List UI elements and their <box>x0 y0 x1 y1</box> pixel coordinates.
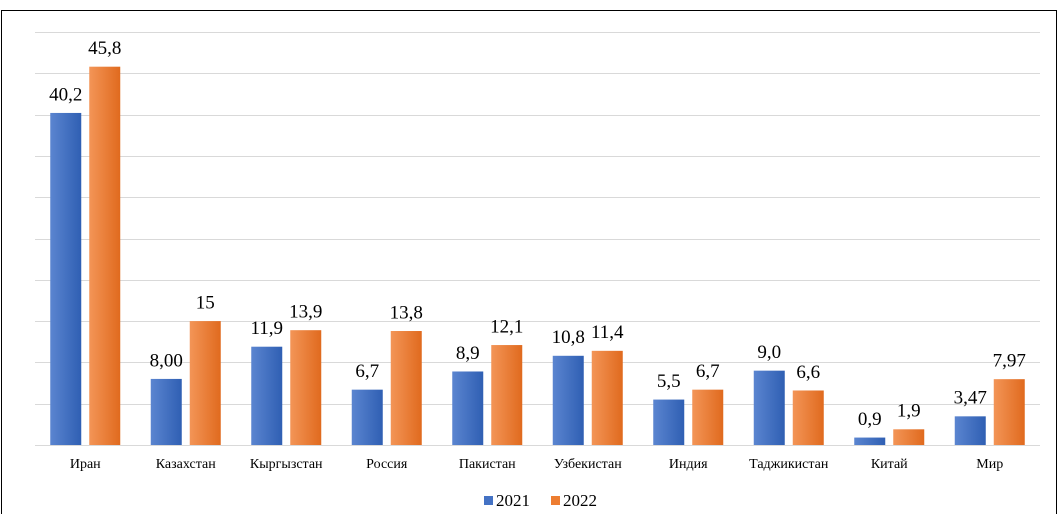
data-label: 9,0 <box>757 342 781 363</box>
bar <box>854 437 886 445</box>
bar <box>351 389 383 445</box>
data-label: 11,4 <box>591 322 624 343</box>
bar <box>150 378 182 445</box>
bar <box>50 112 82 445</box>
legend-label: 2022 <box>563 491 597 510</box>
data-label: 45,8 <box>88 38 121 59</box>
data-label: 6,7 <box>355 361 379 382</box>
data-label: 13,9 <box>289 302 322 323</box>
legend-swatch <box>484 496 493 505</box>
x-tick-label: Кыргызстан <box>250 457 323 472</box>
data-label: 11,9 <box>250 318 283 339</box>
data-label: 8,00 <box>150 350 183 371</box>
bar <box>591 350 623 445</box>
x-tick-label: Мир <box>976 457 1003 472</box>
bar <box>89 66 121 445</box>
data-label: 8,9 <box>456 343 480 364</box>
x-tick-label: Таджикистан <box>749 457 829 472</box>
data-label: 0,9 <box>858 409 882 430</box>
bar <box>491 345 523 445</box>
data-label: 10,8 <box>552 327 585 348</box>
data-label: 6,6 <box>796 362 820 383</box>
x-tick-label: Иран <box>70 457 101 472</box>
bar <box>552 355 584 445</box>
data-label: 3,47 <box>954 388 987 409</box>
data-label: 13,8 <box>390 302 423 323</box>
data-label: 6,7 <box>696 361 720 382</box>
bar <box>290 330 322 445</box>
legend-swatch <box>551 496 560 505</box>
bar <box>692 389 724 445</box>
data-label: 15 <box>196 292 215 313</box>
bar <box>390 331 422 445</box>
bar <box>251 346 283 445</box>
data-label: 12,1 <box>490 316 523 337</box>
bar <box>753 370 785 445</box>
frame <box>1 10 1057 514</box>
data-label: 1,9 <box>897 401 921 422</box>
x-tick-label: Казахстан <box>156 457 216 472</box>
bar <box>954 416 986 445</box>
x-tick-label: Индия <box>669 457 708 472</box>
data-label: 7,97 <box>993 351 1026 372</box>
bar <box>993 379 1025 445</box>
bar <box>893 429 925 445</box>
bar <box>653 399 685 445</box>
bar <box>792 390 824 445</box>
x-tick-label: Пакистан <box>459 457 516 472</box>
x-tick-label: Узбекистан <box>554 457 622 472</box>
legend-label: 2021 <box>496 491 530 510</box>
data-label: 5,5 <box>657 371 681 392</box>
x-tick-label: Россия <box>366 457 408 472</box>
bar <box>452 371 484 445</box>
data-label: 40,2 <box>49 84 82 105</box>
bar <box>189 321 221 445</box>
x-tick-label: Китай <box>871 457 908 472</box>
